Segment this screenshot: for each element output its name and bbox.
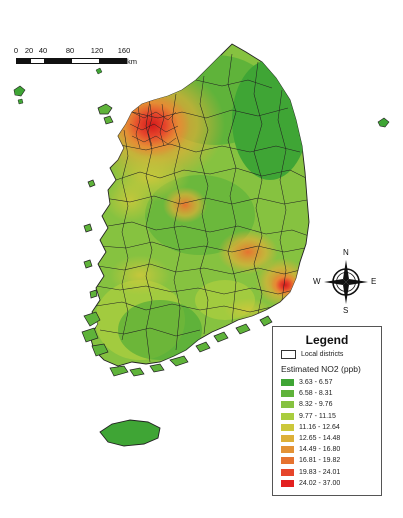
legend-class-swatch xyxy=(281,423,294,431)
legend-class-row: 12.65 - 14.48 xyxy=(281,433,340,444)
scale-tick-120: 120 xyxy=(90,46,104,55)
legend-class-row: 6.58 - 8.31 xyxy=(281,388,340,399)
legend-class-label: 16.81 - 19.82 xyxy=(299,457,341,465)
legend-class-swatch xyxy=(281,479,294,487)
scale-tick-0: 0 xyxy=(13,46,19,55)
legend-class-row: 11.16 - 12.64 xyxy=(281,422,340,433)
legend-class-label: 3.63 - 6.57 xyxy=(299,379,333,387)
legend-class-swatch xyxy=(281,412,294,420)
legend-title: Legend xyxy=(305,333,349,347)
compass-rose-icon xyxy=(324,260,368,304)
scale-unit: km xyxy=(127,57,137,66)
legend-class-row: 9.77 - 11.15 xyxy=(281,411,340,422)
compass-west: W xyxy=(313,277,321,286)
legend-class-row: 8.32 - 9.76 xyxy=(281,399,340,410)
legend-class-row: 19.83 - 24.01 xyxy=(281,467,340,478)
legend-class-row: 3.63 - 6.57 xyxy=(281,377,340,388)
legend-class-label: 11.16 - 12.64 xyxy=(299,423,340,431)
scale-tick-80: 80 xyxy=(65,46,75,55)
legend-subtitle: Estimated NO2 (ppb) xyxy=(281,364,361,374)
legend-class-label: 12.65 - 14.48 xyxy=(299,435,341,443)
legend-class-label: 6.58 - 8.31 xyxy=(299,390,333,398)
legend-class-row: 14.49 - 16.80 xyxy=(281,444,340,455)
legend-class-swatch xyxy=(281,468,294,476)
legend-class-label: 14.49 - 16.80 xyxy=(299,446,341,454)
legend-class-row: 16.81 - 19.82 xyxy=(281,455,340,466)
compass-north: N xyxy=(343,248,349,257)
legend-class-swatch xyxy=(281,401,294,409)
district-swatch xyxy=(281,350,296,359)
north-arrow: N S E W xyxy=(313,248,379,316)
scale-bar-graphic xyxy=(16,58,127,64)
scale-tick-20: 20 xyxy=(24,46,34,55)
legend-district-label: Local districts xyxy=(301,351,344,358)
legend-class-label: 9.77 - 11.15 xyxy=(299,412,336,420)
legend-class-label: 24.02 - 37.00 xyxy=(299,479,341,487)
legend-class-label: 19.83 - 24.01 xyxy=(299,468,341,476)
compass-south: S xyxy=(343,306,349,315)
legend-class-swatch xyxy=(281,446,294,454)
compass-east: E xyxy=(371,277,377,286)
scale-bar: 0 20 40 80 120 160 km xyxy=(14,46,184,72)
legend-class-label: 8.32 - 9.76 xyxy=(299,401,333,409)
legend-class-swatch xyxy=(281,457,294,465)
legend-class-list: 3.63 - 6.57 6.58 - 8.31 8.32 - 9.76 9.77 - … xyxy=(281,377,340,489)
legend-class-row: 24.02 - 37.00 xyxy=(281,478,340,489)
legend-class-swatch xyxy=(281,390,294,398)
scale-tick-40: 40 xyxy=(38,46,48,55)
legend-class-swatch xyxy=(281,379,294,387)
legend-district-entry: Local districts xyxy=(281,350,343,359)
map-legend: Legend Local districts Estimated NO2 (pp… xyxy=(272,326,382,496)
scale-tick-160: 160 xyxy=(117,46,131,55)
legend-class-swatch xyxy=(281,435,294,443)
